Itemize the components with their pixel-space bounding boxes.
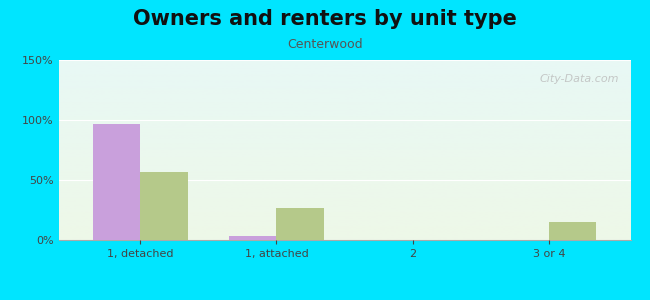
Text: Owners and renters by unit type: Owners and renters by unit type	[133, 9, 517, 29]
Bar	[549, 222, 597, 240]
Text: Centerwood: Centerwood	[287, 38, 363, 50]
Bar	[276, 208, 324, 240]
Bar	[140, 172, 188, 240]
Bar	[92, 124, 140, 240]
Legend: Owner occupied units, Renter occupied units: Owner occupied units, Renter occupied un…	[162, 297, 526, 300]
Text: City-Data.com: City-Data.com	[540, 74, 619, 84]
Bar	[229, 236, 276, 240]
